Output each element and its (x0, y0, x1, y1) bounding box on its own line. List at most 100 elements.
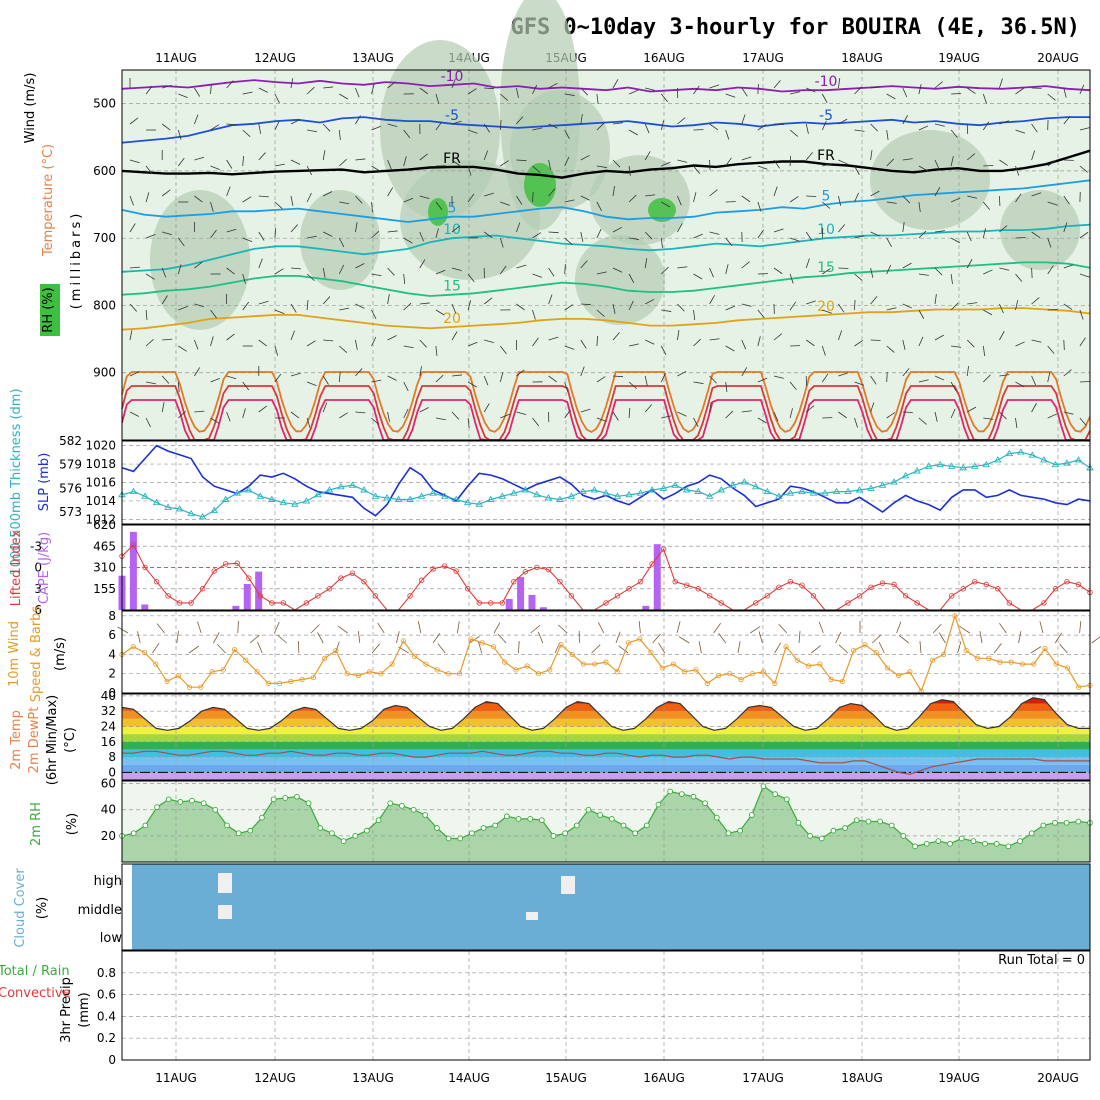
wind-barb (967, 302, 978, 305)
temp-tick-label: 32 (101, 704, 116, 718)
wind-speed-point (704, 680, 710, 686)
wind-barb (290, 267, 301, 270)
wind-barb (145, 234, 156, 239)
wind-barb (966, 339, 975, 348)
wind-barb (982, 345, 986, 356)
thickness-point (1005, 449, 1014, 457)
wind-barb (532, 417, 539, 427)
wind-barb (1015, 193, 1022, 203)
thickness-point (164, 503, 172, 510)
wind-barb (902, 222, 905, 233)
rh2m-point (422, 812, 429, 818)
wind-barb (902, 115, 908, 125)
wind-speed-point (1053, 661, 1059, 667)
wind-barb (564, 304, 574, 311)
rh2m-point (632, 830, 639, 837)
li-point (441, 563, 448, 569)
wind-barb (596, 93, 599, 104)
wind-barb (467, 300, 472, 311)
wind-speed-point (659, 665, 665, 671)
wind-barb (982, 228, 986, 239)
wind-barb (580, 366, 585, 377)
wind-speed-point (164, 678, 170, 685)
wind-barb (210, 378, 220, 383)
wind-speed-point (873, 649, 879, 656)
wind-speed-point (502, 659, 508, 665)
wind-barb (580, 408, 591, 413)
wind-barb (818, 621, 824, 634)
wind-barb (403, 156, 407, 167)
wind-barb (597, 622, 605, 634)
wind-barb (371, 230, 380, 239)
wind-barb (564, 409, 571, 419)
cape-tick-label: 620 (93, 518, 116, 532)
wind-barb (226, 186, 231, 197)
precip-legend-convective: Convective (0, 986, 71, 1001)
rh-ylabel: RH (%) (41, 287, 56, 332)
bottom-date-label: 19AUG (938, 1071, 980, 1085)
wind-barb (580, 303, 591, 306)
wind-barb (982, 201, 991, 210)
wind-barb (902, 158, 913, 161)
rh2m-point (469, 830, 475, 837)
rh2m-point (562, 830, 569, 837)
wind-barb (339, 158, 347, 167)
wind-barb (564, 156, 570, 167)
thickness-point (452, 495, 460, 502)
li-point (649, 561, 655, 567)
wind-barb (1031, 375, 1037, 386)
wind-speed-point (727, 671, 733, 677)
wind-barb (725, 264, 729, 275)
cape-bar (517, 577, 525, 610)
thickness-point (763, 487, 772, 495)
wind-barb (918, 273, 929, 276)
wind-barb (612, 411, 619, 421)
cloud-cover-ylabel: Cloud Cover (13, 868, 28, 948)
thickness-point (1063, 459, 1071, 466)
rh2m-tick-label: 40 (101, 803, 116, 817)
wind-barb (516, 264, 527, 269)
wind-barb (693, 338, 701, 347)
precip-ylabel: 3hr Precip (59, 977, 74, 1043)
temp-band (122, 718, 1090, 727)
wind-barb (210, 417, 220, 424)
temp-line (121, 697, 1090, 731)
millibars-ylabel: (millibars) (69, 211, 84, 310)
wind-barb (322, 123, 331, 132)
wind-barb (983, 417, 994, 420)
wind-barb (737, 641, 741, 654)
wind-barb (467, 165, 472, 176)
wind-barb (1079, 127, 1090, 131)
cloud-patch (561, 876, 575, 894)
wind-barb (435, 269, 446, 275)
thickness-point (533, 490, 541, 498)
wind-speed-point (1031, 661, 1037, 667)
rh2m-point (142, 822, 149, 829)
wind-barb (161, 375, 170, 384)
wind-barb (355, 368, 363, 377)
li-point (972, 578, 978, 585)
temp-band (122, 711, 1090, 719)
wind-barb (629, 237, 640, 240)
li-point (1075, 581, 1082, 588)
wind-barb (242, 273, 246, 284)
wind-barb (790, 91, 800, 95)
wind-barb (661, 266, 669, 275)
wind-barb (693, 273, 703, 280)
wind-speed-point (288, 678, 294, 685)
wind-barb (435, 309, 445, 316)
wind-speed-point (851, 647, 857, 654)
wind-barb (226, 375, 237, 380)
cape-bar (243, 583, 251, 610)
wind-speed-point (344, 671, 350, 677)
wind-barb (838, 78, 841, 89)
wind-speed-point (276, 680, 283, 686)
thickness-point (890, 478, 898, 485)
wind-barb (274, 93, 280, 104)
wind-barb (596, 201, 602, 212)
cloud-level-label: middle (78, 903, 122, 918)
wind-tick-label: 4 (108, 647, 116, 661)
wind-barb (162, 84, 172, 89)
rh2m-point (527, 816, 534, 822)
wind-barb (355, 222, 358, 233)
